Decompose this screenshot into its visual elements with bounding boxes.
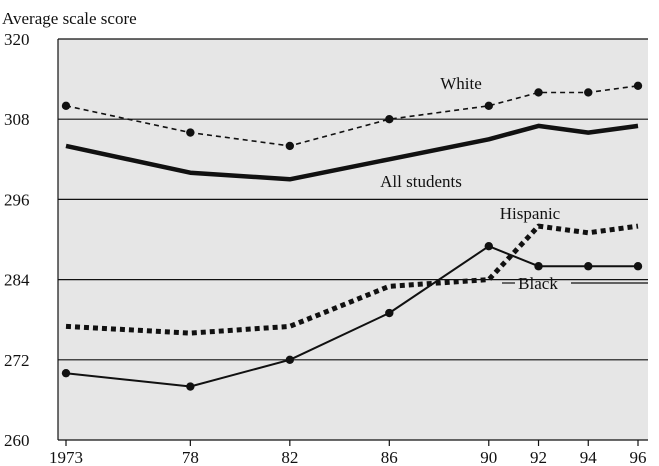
x-tick-label-90: 90 [480, 448, 497, 466]
series-label-black: Black [518, 274, 558, 293]
point-black-94 [584, 262, 593, 271]
x-tick-label-78: 78 [182, 448, 199, 466]
y-tick-label-272: 272 [4, 351, 30, 370]
series-line-black [65, 245, 638, 388]
series-lines [65, 85, 639, 388]
x-tick-label-86: 86 [381, 448, 398, 466]
series-labels: White All students Hispanic Black [380, 74, 648, 293]
y-tick-label-296: 296 [4, 190, 30, 209]
point-white-90 [484, 101, 493, 111]
y-tick-label-320: 320 [4, 30, 30, 49]
series-markers [61, 81, 643, 391]
point-white-78 [186, 128, 195, 137]
point-white-82 [285, 141, 295, 151]
gridlines [57, 38, 648, 441]
point-white-86 [385, 115, 394, 124]
chart-title: Average scale score [2, 9, 137, 28]
point-black-86 [385, 308, 394, 318]
y-axis-ticks: 260 272 284 296 308 320 [4, 30, 30, 450]
series-line-all-students [65, 123, 639, 182]
series-label-white: White [440, 74, 482, 93]
y-tick-label-260: 260 [4, 431, 30, 450]
x-tick-label-82: 82 [281, 448, 298, 466]
series-line-hispanic [65, 223, 639, 336]
point-black-82 [285, 355, 295, 364]
y-tick-label-308: 308 [4, 110, 30, 129]
y-tick-label-284: 284 [4, 271, 30, 290]
x-tick-label-1973: 1973 [49, 448, 83, 466]
x-tick-label-92: 92 [530, 448, 547, 466]
point-black-96 [633, 262, 643, 271]
point-white-1973 [61, 101, 71, 111]
x-axis-ticks: 1973 78 82 86 90 92 94 96 [49, 440, 647, 466]
point-black-92 [534, 262, 543, 271]
series-line-white [65, 85, 639, 147]
series-label-all-students: All students [380, 172, 462, 191]
point-black-78 [186, 382, 195, 391]
series-label-hispanic: Hispanic [500, 204, 561, 223]
point-black-90 [484, 241, 493, 251]
point-white-94 [584, 88, 593, 97]
plot-background [58, 39, 648, 440]
point-black-1973 [61, 368, 71, 378]
x-tick-label-94: 94 [580, 448, 598, 466]
point-white-96 [633, 81, 643, 90]
x-tick-label-96: 96 [630, 448, 647, 466]
point-white-92 [534, 88, 543, 97]
